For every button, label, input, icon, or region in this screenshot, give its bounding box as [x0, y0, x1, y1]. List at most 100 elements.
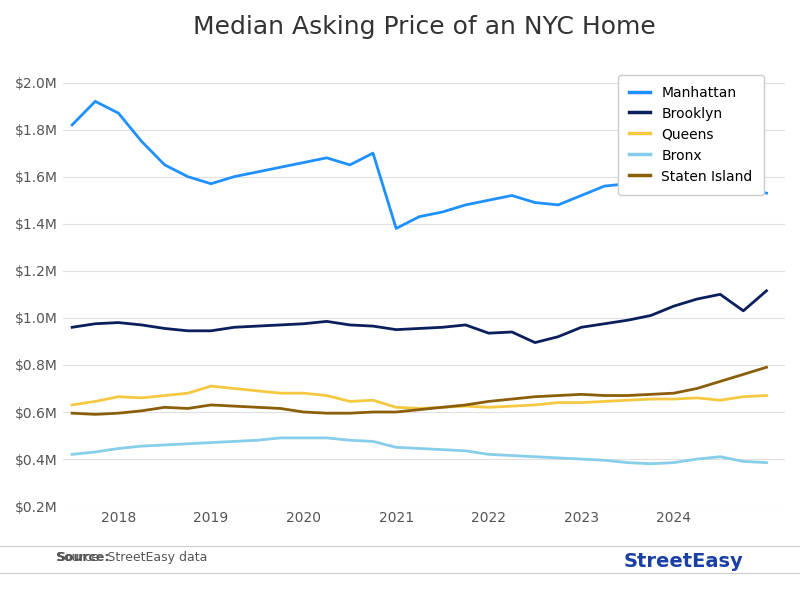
Manhattan — [484, 197, 494, 204]
Manhattan — [67, 121, 77, 128]
Brooklyn — [206, 327, 216, 334]
Staten Island — [114, 410, 123, 417]
Title: Median Asking Price of an NYC Home: Median Asking Price of an NYC Home — [193, 15, 655, 39]
Staten Island — [67, 410, 77, 417]
Brooklyn — [67, 323, 77, 331]
Brooklyn — [137, 322, 146, 329]
Queens — [298, 389, 308, 397]
Brooklyn — [183, 327, 193, 334]
Manhattan — [600, 182, 610, 190]
Queens — [183, 389, 193, 397]
Manhattan — [90, 98, 100, 105]
Queens — [507, 403, 517, 410]
Staten Island — [90, 411, 100, 418]
Staten Island — [530, 393, 540, 400]
Brooklyn — [345, 322, 354, 329]
Manhattan — [368, 149, 378, 157]
Manhattan — [669, 173, 678, 180]
Queens — [206, 383, 216, 390]
Manhattan — [507, 192, 517, 199]
Bronx — [206, 439, 216, 446]
Bronx — [322, 434, 331, 442]
Bronx — [461, 447, 470, 454]
Brooklyn — [484, 329, 494, 337]
Bronx — [600, 457, 610, 464]
Queens — [391, 404, 401, 411]
Manhattan — [345, 161, 354, 169]
Bronx — [253, 437, 262, 444]
Staten Island — [414, 406, 424, 413]
Bronx — [230, 438, 239, 445]
Brooklyn — [577, 323, 586, 331]
Bronx — [623, 459, 633, 466]
Brooklyn — [253, 323, 262, 330]
Queens — [530, 401, 540, 409]
Staten Island — [738, 371, 748, 378]
Queens — [762, 392, 771, 399]
Legend: Manhattan, Brooklyn, Queens, Bronx, Staten Island: Manhattan, Brooklyn, Queens, Bronx, Stat… — [618, 75, 764, 195]
Bronx — [484, 451, 494, 458]
Queens — [137, 394, 146, 401]
Queens — [600, 398, 610, 405]
Manhattan — [554, 202, 563, 209]
Bronx — [692, 455, 702, 463]
Line: Staten Island: Staten Island — [72, 367, 766, 415]
Bronx — [368, 438, 378, 445]
Brooklyn — [276, 322, 286, 329]
Queens — [276, 389, 286, 397]
Staten Island — [692, 385, 702, 392]
Manhattan — [738, 185, 748, 192]
Brooklyn — [600, 320, 610, 328]
Bronx — [391, 444, 401, 451]
Manhattan — [762, 190, 771, 197]
Queens — [438, 404, 447, 411]
Staten Island — [600, 392, 610, 399]
Text: StreetEasy: StreetEasy — [624, 552, 744, 571]
Queens — [738, 393, 748, 400]
Staten Island — [507, 395, 517, 403]
Staten Island — [577, 391, 586, 398]
Staten Island — [206, 401, 216, 409]
Manhattan — [206, 180, 216, 187]
Brooklyn — [160, 325, 170, 332]
Bronx — [276, 434, 286, 442]
Manhattan — [230, 173, 239, 180]
Manhattan — [461, 202, 470, 209]
Bronx — [90, 448, 100, 455]
Bronx — [554, 454, 563, 461]
Bronx — [438, 446, 447, 453]
Queens — [345, 398, 354, 405]
Brooklyn — [507, 328, 517, 335]
Staten Island — [345, 410, 354, 417]
Queens — [669, 395, 678, 403]
Queens — [554, 399, 563, 406]
Brooklyn — [715, 291, 725, 298]
Queens — [484, 404, 494, 411]
Bronx — [646, 460, 655, 467]
Manhattan — [391, 225, 401, 232]
Brooklyn — [414, 325, 424, 332]
Brooklyn — [692, 295, 702, 302]
Queens — [715, 397, 725, 404]
Brooklyn — [554, 333, 563, 340]
Queens — [414, 405, 424, 412]
Queens — [692, 394, 702, 401]
Line: Queens: Queens — [72, 386, 766, 409]
Text: Source: StreetEasy data: Source: StreetEasy data — [56, 551, 207, 564]
Text: Source:: Source: — [56, 551, 110, 564]
Staten Island — [160, 404, 170, 411]
Staten Island — [183, 405, 193, 412]
Staten Island — [623, 392, 633, 399]
Brooklyn — [230, 323, 239, 331]
Staten Island — [298, 409, 308, 416]
Staten Island — [391, 409, 401, 416]
Bronx — [137, 443, 146, 450]
Staten Island — [137, 407, 146, 415]
Staten Island — [438, 404, 447, 411]
Manhattan — [646, 178, 655, 185]
Brooklyn — [762, 287, 771, 295]
Queens — [160, 392, 170, 399]
Queens — [577, 399, 586, 406]
Staten Island — [669, 389, 678, 397]
Line: Bronx: Bronx — [72, 438, 766, 464]
